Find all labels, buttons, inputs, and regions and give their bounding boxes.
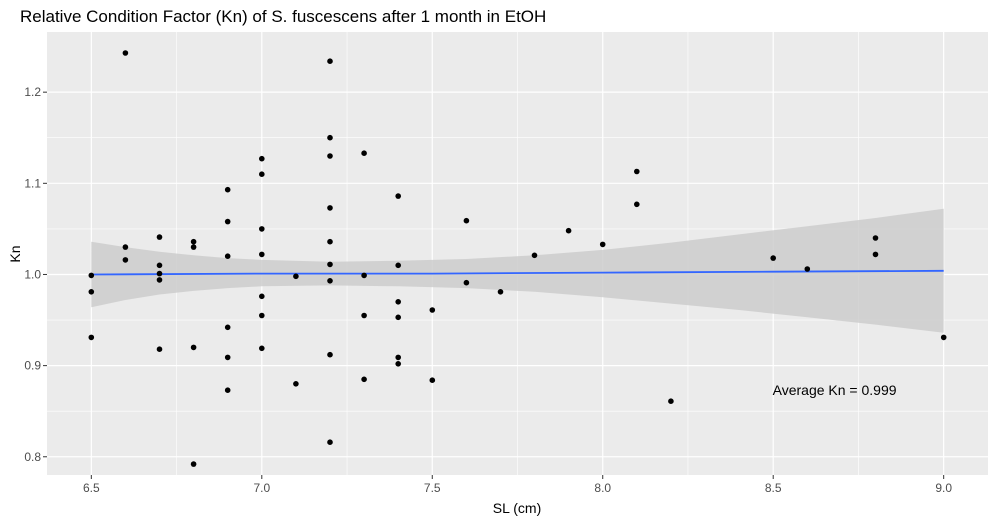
data-point <box>259 226 265 232</box>
data-point <box>429 377 436 384</box>
data-point <box>88 272 95 279</box>
confidence-band <box>91 208 944 333</box>
data-point <box>395 354 402 361</box>
data-point <box>156 346 163 353</box>
data-point <box>190 238 197 245</box>
data-point <box>88 334 95 341</box>
data-point <box>224 354 231 361</box>
data-point <box>327 153 333 159</box>
y-tick-label: 0.9 <box>24 359 41 373</box>
data-point <box>122 244 129 250</box>
data-point <box>259 155 265 162</box>
x-tick-label: 8.0 <box>594 481 611 495</box>
data-point <box>770 255 776 261</box>
data-point <box>497 289 504 295</box>
trend-line-layer <box>91 269 944 276</box>
grid-minor <box>47 32 988 475</box>
data-point <box>327 261 333 268</box>
y-axis-label: Kn <box>7 245 23 262</box>
chart-title: Relative Condition Factor (Kn) of S. fus… <box>20 7 546 26</box>
data-point <box>156 262 163 269</box>
y-tick-label: 1.2 <box>24 85 41 99</box>
data-point <box>599 241 606 248</box>
x-tick-label: 9.0 <box>935 481 952 495</box>
x-tick-label: 6.5 <box>83 481 100 495</box>
data-point <box>88 289 95 295</box>
data-point <box>293 273 299 280</box>
data-point <box>361 150 367 156</box>
data-point <box>156 234 163 240</box>
data-point <box>190 461 197 467</box>
x-tick-label: 7.5 <box>424 481 441 495</box>
data-point <box>224 387 231 394</box>
data-point <box>668 398 674 405</box>
data-point <box>395 262 402 269</box>
data-point <box>259 171 265 177</box>
data-point <box>156 270 163 277</box>
data-point <box>940 334 947 341</box>
data-point <box>327 58 333 64</box>
data-point <box>122 257 129 263</box>
average-kn-annotation: Average Kn = 0.999 <box>773 382 897 398</box>
data-point <box>327 351 333 358</box>
data-point <box>361 272 367 279</box>
data-point <box>190 344 197 351</box>
data-point <box>327 238 333 245</box>
data-point <box>156 277 163 283</box>
data-point <box>122 50 129 56</box>
data-point <box>293 381 299 387</box>
data-point <box>259 293 265 300</box>
y-tick-label: 0.8 <box>24 450 41 464</box>
x-axis-ticks: 6.5 7.0 7.5 8.0 8.5 9.0 <box>83 475 952 495</box>
confidence-band-layer <box>91 208 944 333</box>
data-point <box>327 278 333 284</box>
x-axis-label: SL (cm) <box>493 500 541 516</box>
data-point <box>634 168 640 175</box>
data-point <box>259 312 265 319</box>
data-point <box>361 312 367 319</box>
x-tick-label: 7.0 <box>253 481 270 495</box>
data-point <box>224 186 231 193</box>
data-point <box>429 307 436 313</box>
data-point <box>361 376 367 383</box>
data-point <box>872 251 879 258</box>
data-point <box>872 235 879 241</box>
data-point <box>224 253 231 259</box>
x-tick-label: 8.5 <box>765 481 782 495</box>
data-point <box>463 217 470 224</box>
y-tick-label: 1.1 <box>24 176 41 190</box>
data-point <box>395 314 402 321</box>
data-point <box>395 361 402 367</box>
data-point <box>259 345 265 352</box>
data-points <box>88 50 947 467</box>
data-point <box>565 227 572 234</box>
data-point <box>463 279 470 286</box>
data-point <box>190 244 197 250</box>
y-axis-ticks: 0.8 0.9 1.0 1.1 1.2 <box>24 85 47 464</box>
data-point <box>531 252 538 259</box>
data-point <box>224 218 231 225</box>
data-point <box>634 201 640 208</box>
data-point <box>327 439 333 446</box>
data-point <box>395 193 402 199</box>
data-point <box>259 251 265 258</box>
y-tick-label: 1.0 <box>24 267 41 281</box>
trend-line <box>91 269 944 276</box>
data-point <box>395 299 402 305</box>
data-point <box>327 134 333 141</box>
data-point <box>224 324 231 331</box>
data-point <box>804 266 811 272</box>
data-point <box>327 205 333 211</box>
